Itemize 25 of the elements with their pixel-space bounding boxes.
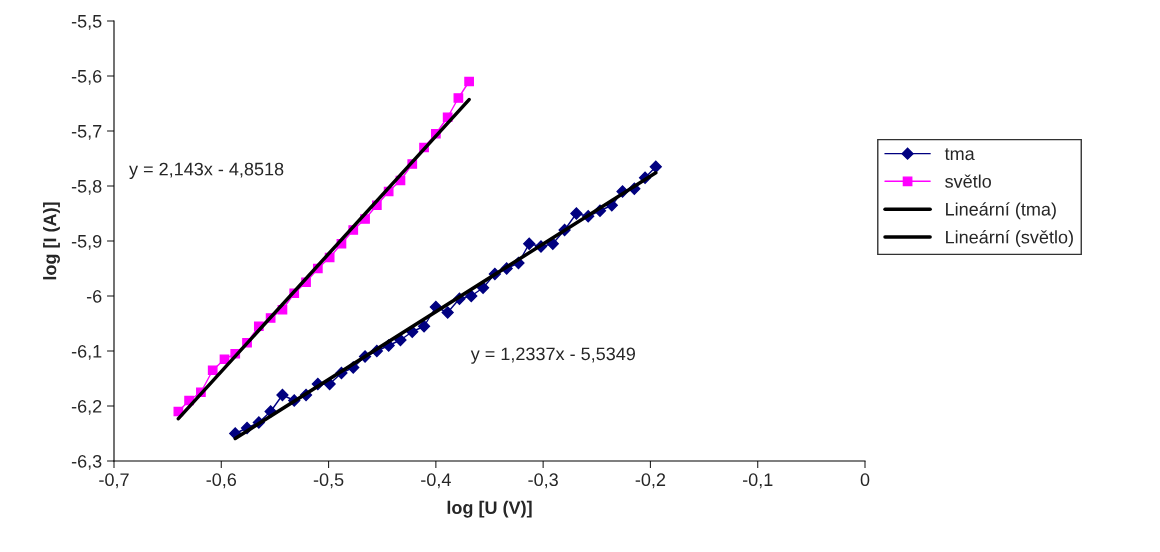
legend-label: světlo: [945, 174, 991, 188]
y-tick-label: -5,9: [71, 234, 102, 250]
legend-label: Lineární (světlo): [946, 230, 1073, 248]
legend-label: Lineární (tma): [946, 202, 1056, 220]
x-tick-label: -0,1: [742, 473, 773, 489]
y-tick-label: -6,2: [71, 399, 102, 415]
y-tick-label: -5,8: [71, 179, 102, 195]
y-axis-title: log [I (A)]: [43, 202, 60, 280]
legend-label: tma: [944, 148, 975, 161]
annotation: y = 1,2337x - 5,5349: [470, 347, 635, 364]
x-tick-label: -0,3: [528, 473, 558, 489]
y-tick-label: -5,5: [71, 15, 102, 30]
x-axis-title: log [U (V)]: [447, 500, 532, 518]
x-tick-label: 0: [860, 473, 870, 487]
y-tick-label: -5,7: [71, 125, 102, 140]
x-tick-label: -0,2: [635, 473, 666, 489]
x-tick-label: -0,7: [99, 473, 129, 489]
x-tick-label: -0,5: [313, 473, 344, 489]
y-tick-label: -6,3: [71, 454, 102, 470]
y-tick-label: -6,1: [71, 344, 102, 360]
x-tick-label: -0,4: [421, 473, 451, 489]
annotation: y = 2,143x - 4,8518: [129, 162, 284, 180]
y-tick-label: -6: [86, 289, 102, 303]
x-tick-label: -0,6: [206, 473, 237, 489]
y-tick-label: -5,6: [71, 69, 102, 85]
